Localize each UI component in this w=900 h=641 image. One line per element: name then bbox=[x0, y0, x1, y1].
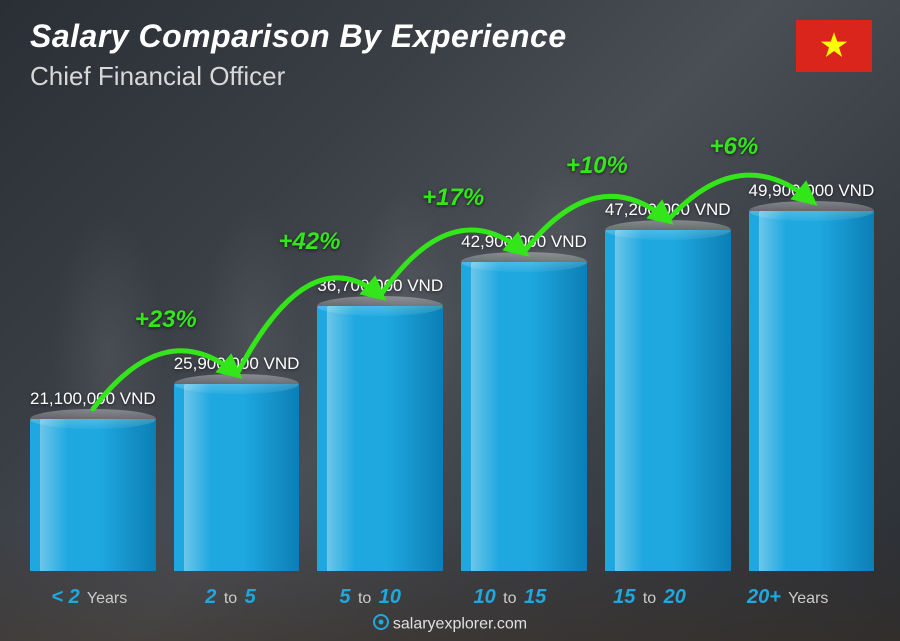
star-icon bbox=[819, 31, 849, 61]
bar-value-label: 49,900,000 VND bbox=[749, 181, 875, 201]
bar bbox=[605, 230, 731, 571]
x-axis-label: 5 to 10 bbox=[309, 586, 431, 609]
bar bbox=[174, 384, 300, 571]
growth-percentage-label: +17% bbox=[422, 184, 484, 212]
bar-value-label: 42,900,000 VND bbox=[461, 232, 587, 252]
bar-group: 21,100,000 VND bbox=[30, 115, 156, 571]
logo-icon bbox=[373, 614, 389, 635]
bar bbox=[317, 306, 443, 571]
bar-group: 49,900,000 VND bbox=[749, 115, 875, 571]
bar-value-label: 47,200,000 VND bbox=[605, 200, 731, 220]
x-axis-label: 15 to 20 bbox=[589, 586, 711, 609]
growth-percentage-label: +10% bbox=[566, 152, 628, 180]
bar bbox=[461, 262, 587, 571]
header: Salary Comparison By Experience Chief Fi… bbox=[30, 18, 567, 92]
bar-value-label: 21,100,000 VND bbox=[30, 389, 156, 409]
growth-percentage-label: +23% bbox=[135, 306, 197, 334]
footer-text: salaryexplorer.com bbox=[393, 616, 527, 633]
x-axis-label: < 2 Years bbox=[30, 586, 152, 609]
growth-percentage-label: +6% bbox=[710, 133, 759, 161]
footer: salaryexplorer.com bbox=[0, 614, 900, 635]
x-axis-label: 20+ Years bbox=[728, 586, 850, 609]
country-flag-vietnam bbox=[796, 20, 872, 72]
x-axis-labels: < 2 Years 2 to 5 5 to 10 10 to 15 15 to 20 20… bbox=[30, 586, 850, 609]
bar-value-label: 36,700,000 VND bbox=[317, 276, 443, 296]
bar-group: 47,200,000 VND bbox=[605, 115, 731, 571]
x-axis-label: 2 to 5 bbox=[170, 586, 292, 609]
page-title: Salary Comparison By Experience bbox=[30, 18, 567, 55]
bar bbox=[30, 419, 156, 571]
bar bbox=[749, 211, 875, 571]
x-axis-label: 10 to 15 bbox=[449, 586, 571, 609]
bar-value-label: 25,900,000 VND bbox=[174, 354, 300, 374]
infographic-container: Salary Comparison By Experience Chief Fi… bbox=[0, 0, 900, 641]
bar-group: 25,900,000 VND bbox=[174, 115, 300, 571]
page-subtitle: Chief Financial Officer bbox=[30, 61, 567, 92]
growth-percentage-label: +42% bbox=[278, 228, 340, 256]
